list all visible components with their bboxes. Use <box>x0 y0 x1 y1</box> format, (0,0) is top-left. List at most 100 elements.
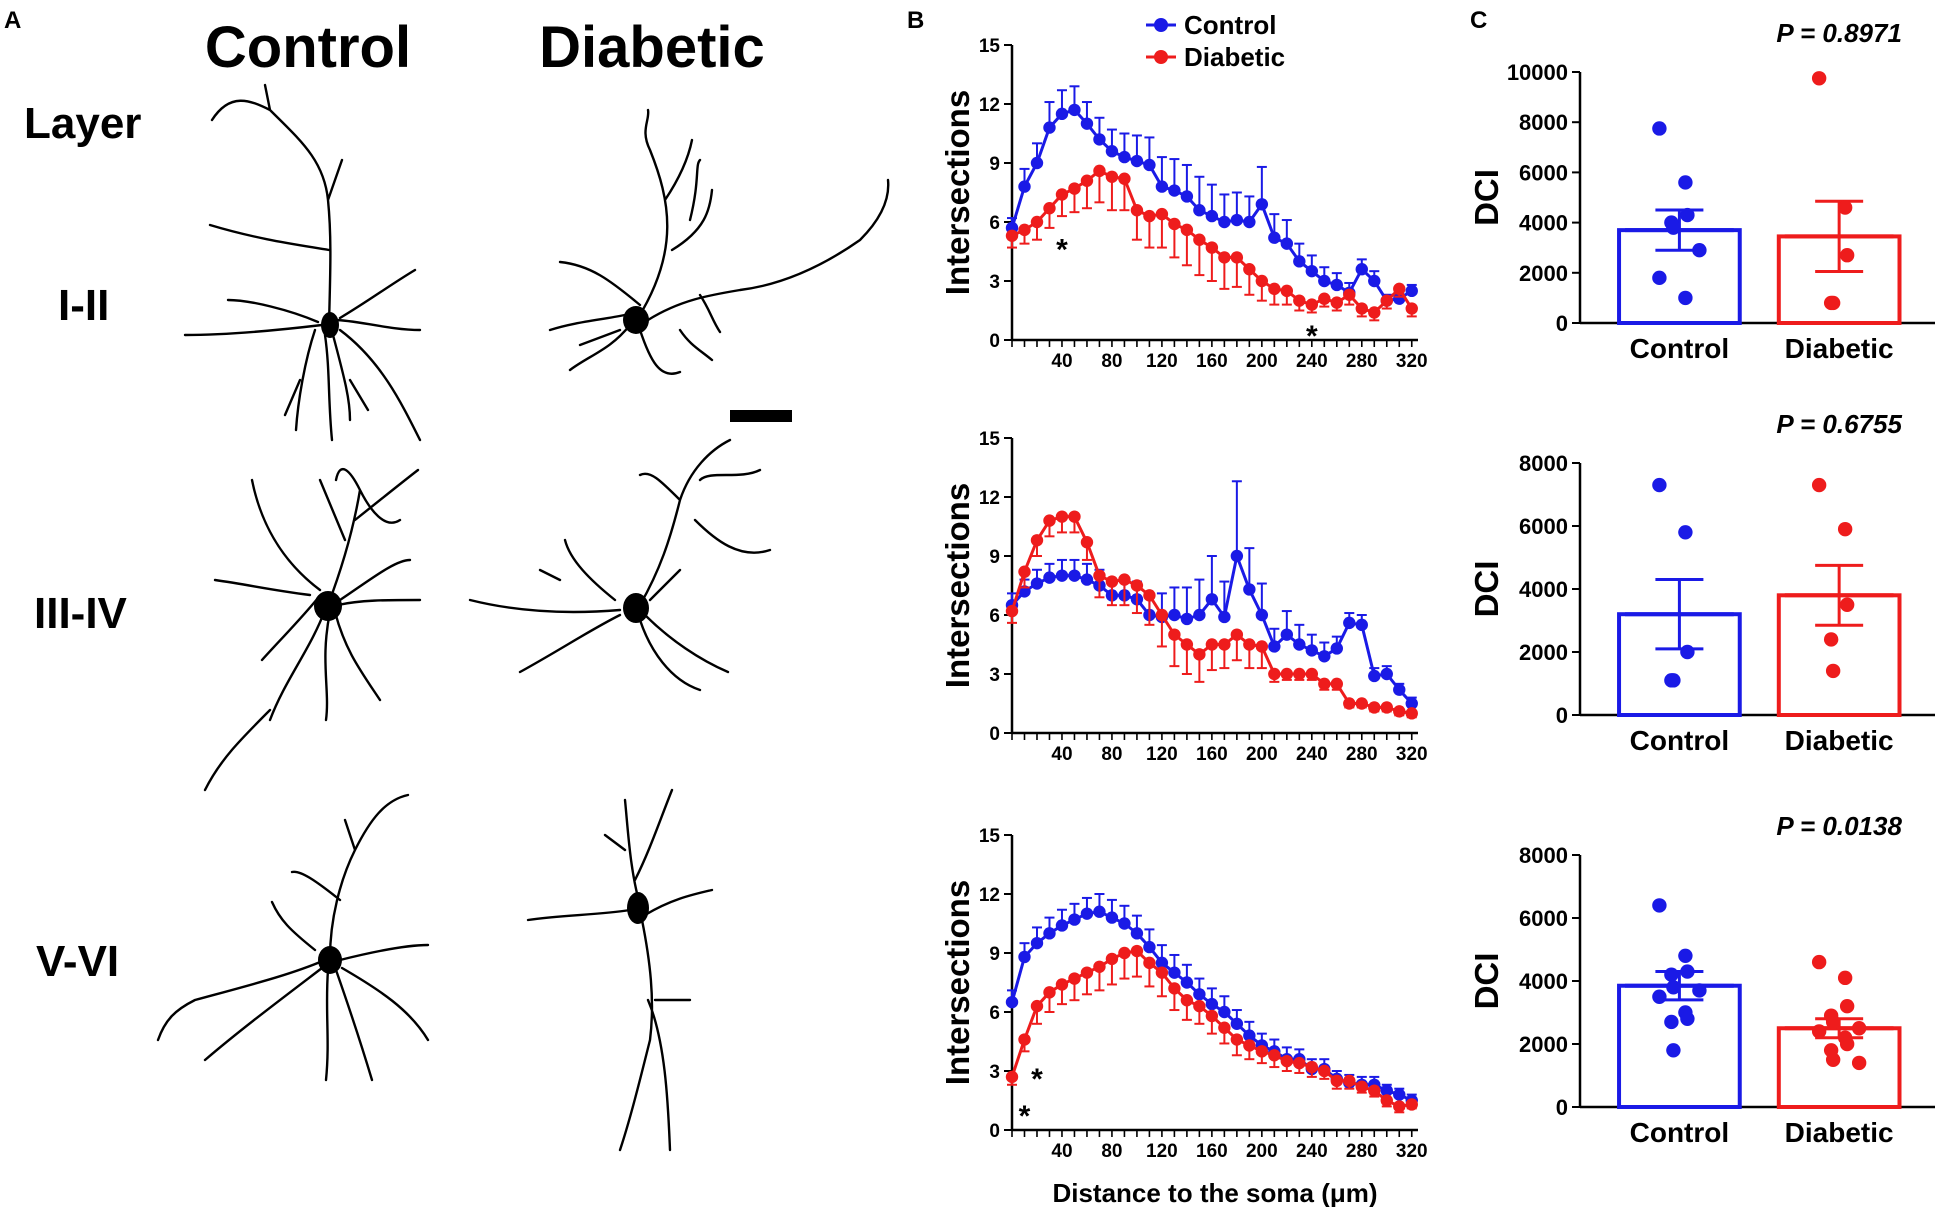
data-point <box>1030 534 1044 547</box>
data-point <box>1068 182 1081 195</box>
neuron-diabetic-layer-2 <box>468 438 772 692</box>
data-point <box>1293 294 1306 307</box>
data-point <box>1143 158 1156 172</box>
data-point <box>1105 911 1119 924</box>
data-point <box>1305 644 1319 657</box>
y-axis-label: Intersections <box>939 880 976 1085</box>
data-point <box>1230 213 1244 227</box>
data-point <box>1825 1052 1841 1067</box>
data-point <box>1268 231 1281 244</box>
data-point <box>1380 294 1393 307</box>
data-point <box>1043 986 1056 999</box>
data-point <box>1030 936 1044 950</box>
sholl-chart-1: 0 3 6 9 12 15 40 80 120 160 200 240 280 320 Intersecti… <box>939 36 1428 372</box>
y-tick-label: 15 <box>979 36 1001 57</box>
y-tick-label: 9 <box>989 154 1000 175</box>
data-point <box>1168 184 1181 197</box>
data-point <box>1268 640 1281 653</box>
data-point <box>1205 997 1219 1011</box>
x-tick-label: 240 <box>1296 1141 1328 1162</box>
y-tick-label: 4000 <box>1519 211 1568 236</box>
data-point <box>1825 295 1841 311</box>
data-point <box>1043 927 1056 940</box>
data-point <box>1393 705 1406 718</box>
data-point <box>1193 999 1206 1013</box>
data-point <box>1068 972 1081 985</box>
data-point <box>1180 223 1194 237</box>
significance-asterisk: * <box>1056 234 1068 267</box>
data-point <box>1268 282 1281 296</box>
sholl-chart-3: 0 3 6 9 12 15 40 80 120 160 200 240 280 320 Intersecti… <box>939 826 1428 1207</box>
series-diabetic <box>1005 510 1418 720</box>
data-point <box>1205 638 1219 651</box>
x-tick-label: 280 <box>1346 351 1378 372</box>
data-point <box>1293 638 1306 651</box>
data-point <box>1393 1100 1406 1113</box>
y-tick-label: 6000 <box>1519 906 1568 931</box>
data-point <box>1118 917 1131 930</box>
series-control <box>1005 893 1418 1107</box>
x-tick-label: 280 <box>1346 744 1378 765</box>
data-point <box>1043 514 1056 527</box>
panel-label-c: C <box>1470 7 1487 34</box>
data-point <box>1380 1084 1393 1097</box>
data-point <box>1393 282 1406 296</box>
data-point <box>1678 525 1693 540</box>
data-point <box>1018 1033 1031 1046</box>
data-point <box>1155 608 1169 622</box>
layer-label-3: V-VI <box>36 937 119 986</box>
data-point <box>1293 255 1306 268</box>
data-point <box>1030 577 1044 590</box>
data-point <box>1343 616 1356 630</box>
data-point <box>1823 632 1839 647</box>
data-point <box>1393 1088 1406 1101</box>
data-point <box>1093 905 1106 918</box>
x-tick-label: 320 <box>1396 351 1428 372</box>
x-tick-label: 40 <box>1051 351 1072 372</box>
data-point <box>1255 640 1269 653</box>
data-point <box>1080 907 1094 920</box>
data-point <box>1255 1045 1269 1058</box>
data-point <box>1268 667 1281 681</box>
y-tick-label: 0 <box>989 331 1000 352</box>
layer-label-2: III-IV <box>34 589 128 638</box>
data-point <box>1305 264 1319 278</box>
y-axis-label: Intersections <box>939 90 976 295</box>
category-label: Control <box>1630 725 1730 756</box>
p-value-label: P = 0.6755 <box>1776 409 1902 439</box>
y-tick-label: 9 <box>989 547 1000 568</box>
data-point <box>1230 1017 1244 1030</box>
data-point <box>1380 667 1393 681</box>
data-point <box>1118 573 1131 586</box>
data-point <box>1318 677 1331 691</box>
data-point <box>1030 215 1044 229</box>
data-point <box>1118 172 1131 185</box>
layer-heading: Layer <box>24 99 141 148</box>
dci-chart-1: 0 2000 4000 6000 8000 10000 DCI Control Diabetic… <box>1468 18 1935 364</box>
data-point <box>1080 536 1094 549</box>
data-point <box>1380 1094 1393 1107</box>
legend-diabetic-marker <box>1154 50 1168 64</box>
data-point <box>1280 628 1294 641</box>
data-point <box>1851 1021 1867 1036</box>
data-point <box>1168 966 1181 979</box>
data-point <box>1255 608 1269 622</box>
data-point <box>1305 298 1319 311</box>
data-point <box>1343 697 1356 710</box>
data-point <box>1193 648 1206 661</box>
x-tick-label: 200 <box>1246 1141 1278 1162</box>
data-point <box>1168 628 1181 641</box>
data-point <box>1218 638 1231 651</box>
data-point <box>1330 1074 1344 1088</box>
x-tick-label: 200 <box>1246 351 1278 372</box>
data-point <box>1405 1098 1418 1111</box>
data-point <box>1652 121 1667 136</box>
scale-bar <box>730 410 792 422</box>
data-point <box>1055 107 1069 121</box>
data-point <box>1255 198 1269 211</box>
neuron-control-layer-3 <box>156 793 430 1082</box>
series-line <box>1010 515 1412 715</box>
y-tick-label: 12 <box>979 95 1000 116</box>
data-point <box>1230 628 1244 641</box>
